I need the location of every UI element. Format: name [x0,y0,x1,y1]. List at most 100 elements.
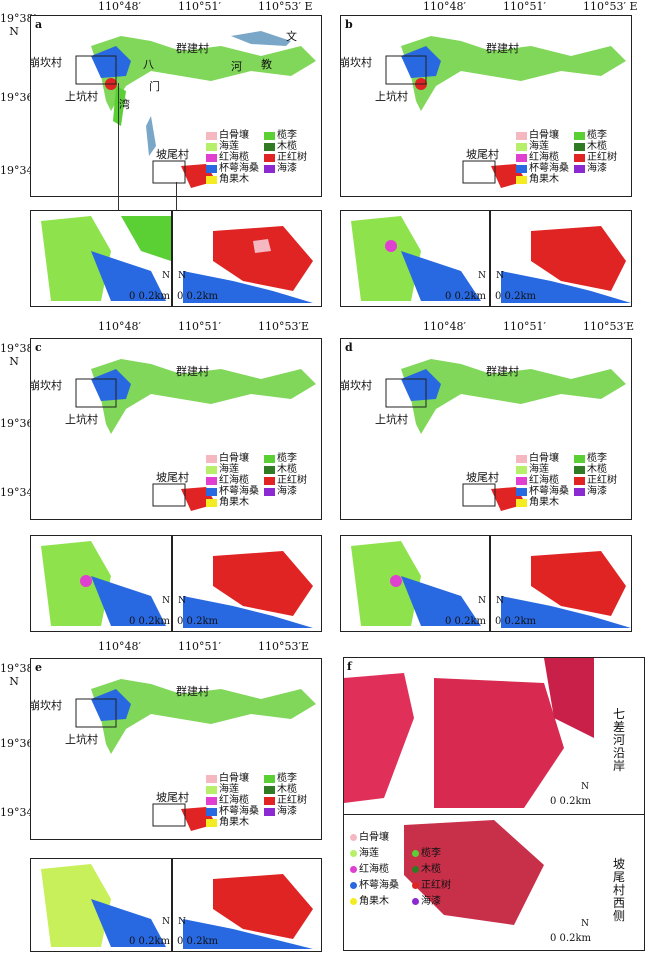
legend-item: 榄李 [264,449,297,464]
place-qunjian: 群建村 [486,42,519,55]
lat-tick-2: 19°36′ [0,417,36,430]
f-legend-item: 角果木 [350,892,389,907]
lon-tick-1: 110°48′ [423,0,466,13]
legend-swatch [574,465,585,474]
legend-item: 正红树 [264,471,307,486]
north-arrow-icon: N [496,271,504,281]
inset-left-c: 0 0.2km N [30,535,172,632]
legend-swatch [206,476,217,485]
lon-tick-2: 110°51′ [503,0,546,13]
place-powei: 坡尾村 [156,471,189,484]
legend-swatch [264,796,275,805]
legend-item: 木榄 [574,460,607,475]
legend-swatch [516,476,527,485]
legend-item: 榄李 [574,449,607,464]
legend-item: 海漆 [574,482,607,497]
inset-right-c: 0 0.2km N [172,535,322,632]
legend-item: 正红树 [574,471,617,486]
lon-tick-2: 110°51′ [178,0,221,13]
place-wan: 湾 [119,98,130,111]
scale-bar: 0 0.2km [495,616,536,627]
lat-tick-2: 19°36′ [0,91,36,104]
legend-dot [412,866,419,873]
place-qunjian: 群建村 [176,365,209,378]
legend-swatch [206,785,217,794]
lat-tick-n: N [9,25,19,38]
north-arrow-icon: N [581,782,589,792]
legend-item: 白骨壤 [206,449,249,464]
legend-item: 木榄 [264,780,297,795]
legend-swatch [264,487,275,496]
legend-e: 白骨壤 海莲 红海榄 杯萼海桑 角果木 榄李 木榄 正红树 海漆 [206,769,316,829]
legend-swatch [264,465,275,474]
legend-item: 海漆 [264,802,297,817]
legend-c: 白骨壤 海莲 红海榄 杯萼海桑 角果木 榄李 木榄 正红树 海漆 [206,449,316,509]
legend-item: 杯萼海桑 [206,482,259,497]
place-qunjian: 群建村 [486,365,519,378]
overview-map-e: e 崩坎村 上坑村 群建村 坡尾村 白骨壤 海莲 红海榄 杯萼海桑 角果木 榄李… [30,658,322,840]
legend-swatch [516,164,527,173]
inset-right-d: 0 0.2km N [490,535,632,632]
lon-tick-3: 110°53′ E [258,0,313,13]
legend-item: 正红树 [574,148,617,163]
legend-swatch [574,476,585,485]
legend-swatch [574,153,585,162]
leader-line [176,182,177,210]
north-arrow-icon: N [478,271,486,281]
legend-dot [350,882,357,889]
panel-label-c: c [35,341,42,354]
legend-item: 海莲 [206,780,239,795]
panel-divider [344,814,644,815]
north-arrow-icon: N [178,271,186,281]
legend-swatch [206,153,217,162]
legend-dot [350,866,357,873]
north-arrow-icon: N [581,919,589,929]
place-powei: 坡尾村 [156,791,189,804]
inset-right-e: 0 0.2km N [172,858,322,952]
legend-item: 海漆 [574,159,607,174]
legend-b: 白骨壤 海莲 红海榄 杯萼海桑 角果木 榄李 木榄 正红树 海漆 [516,126,626,186]
lat-tick-n: N [9,355,19,368]
panel-f-top: 0 0.2km N [344,658,594,813]
place-qunjian: 群建村 [176,42,209,55]
legend-item: 红海榄 [206,148,249,163]
legend-dot [412,898,419,905]
f-legend-item: 木榄 [412,860,441,875]
lon-tick-1: 110°48′ [98,320,141,333]
caption-qichahe: 七差河沿岸 [612,707,625,773]
place-bengkan: 崩坎村 [30,56,62,69]
legend-item: 海漆 [264,159,297,174]
legend-item: 杯萼海桑 [516,482,569,497]
place-shangkeng: 上坑村 [65,413,98,426]
lat-tick-1: 19°38′ [0,342,36,355]
legend-swatch [206,498,217,507]
place-powei: 坡尾村 [466,471,499,484]
legend-swatch [206,796,217,805]
lat-tick-3: 19°34′ [0,806,36,819]
legend-dot [350,850,357,857]
legend-item: 杯萼海桑 [206,159,259,174]
scale-bar: 0 0.2km [129,936,170,947]
place-ba: 八 [143,58,154,71]
legend-item: 榄李 [264,769,297,784]
legend-swatch [516,153,527,162]
legend-swatch [516,487,527,496]
legend-swatch [206,807,217,816]
legend-swatch [264,785,275,794]
place-powei: 坡尾村 [156,148,189,161]
legend-swatch [516,175,527,184]
scale-bar: 0 0.2km [177,936,218,947]
legend-dot [350,898,357,905]
legend-item: 海莲 [516,137,549,152]
legend-item: 红海榄 [206,471,249,486]
legend-item: 正红树 [264,791,307,806]
scale-bar: 0 0.2km [495,291,536,302]
legend-item: 杯萼海桑 [206,802,259,817]
lon-tick-3: 110°53′E [258,320,310,333]
f-legend-item: 白骨壤 [350,828,389,843]
legend-dot [412,882,419,889]
legend-swatch [516,465,527,474]
panel-e: 110°48′ 110°51′ 110°53′E 19°38′ N 19°36′… [0,640,325,954]
legend-swatch [264,454,275,463]
inset-right-a: 0 0.2km N [172,210,322,307]
